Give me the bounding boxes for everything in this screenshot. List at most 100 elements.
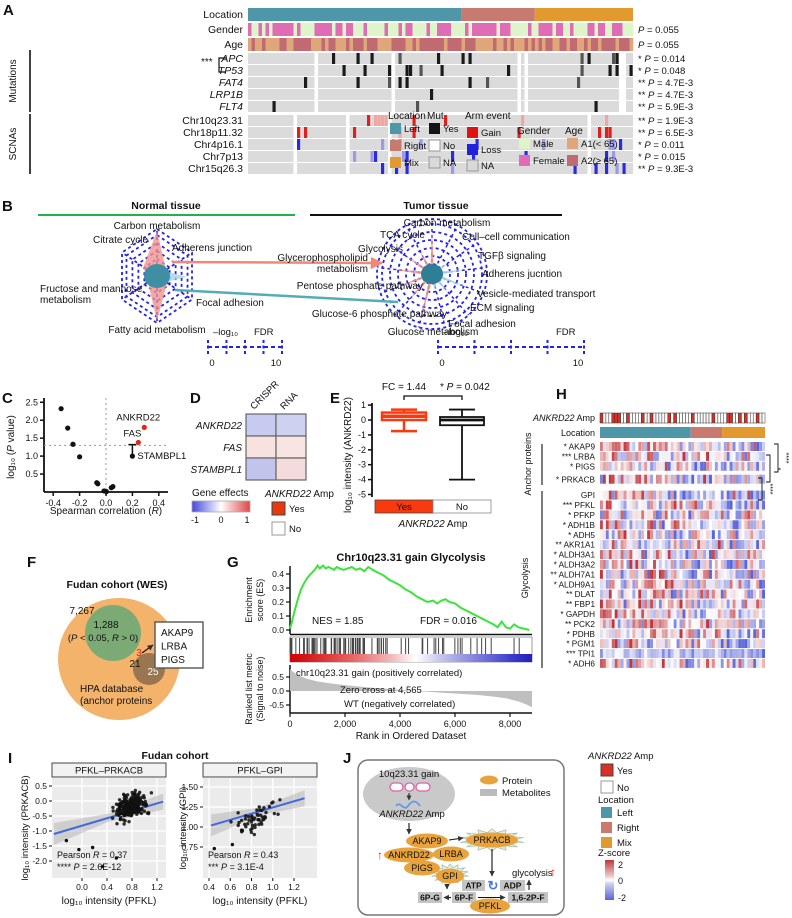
h-heatmap-cell bbox=[762, 559, 765, 569]
h-heatmap-cell bbox=[626, 629, 630, 639]
h-heatmap-cell bbox=[635, 619, 639, 629]
h-heatmap-cell bbox=[629, 569, 633, 579]
h-heatmap-cell bbox=[600, 559, 603, 569]
h-heatmap-cell bbox=[694, 550, 698, 559]
h-heatmap-cell bbox=[667, 629, 671, 639]
y-tick-label: 1.0 bbox=[25, 451, 38, 461]
i-scatter-point bbox=[100, 864, 105, 869]
i-scatter-point bbox=[126, 802, 130, 807]
h-heatmap-cell bbox=[717, 658, 721, 668]
h-heatmap-cell bbox=[706, 490, 710, 500]
gender-track-cell bbox=[500, 23, 504, 36]
h-heatmap-cell bbox=[658, 609, 662, 619]
age-track-cell bbox=[377, 38, 382, 51]
age-track-cell bbox=[402, 38, 406, 51]
h-heatmap-cell bbox=[661, 599, 665, 609]
h-heatmap-cell bbox=[632, 550, 636, 559]
h-heatmap-cell bbox=[629, 530, 633, 540]
h-heatmap-cell bbox=[626, 609, 630, 619]
h-heatmap-cell bbox=[667, 490, 671, 500]
mutation-cell bbox=[398, 53, 402, 64]
h-heatmap-cell bbox=[661, 451, 665, 461]
h-heatmap-cell bbox=[694, 599, 698, 609]
gender-track-cell bbox=[307, 23, 312, 36]
j-amp-label: ANKRD22 Amp bbox=[378, 809, 444, 820]
h-heatmap-cell bbox=[614, 619, 618, 629]
age-track-cell bbox=[591, 38, 595, 51]
h-heatmap-cell bbox=[709, 609, 712, 619]
gender-track-cell bbox=[458, 23, 462, 36]
h-heatmap-cell bbox=[738, 500, 742, 510]
i-scatter-point bbox=[115, 822, 119, 826]
h-heatmap-cell bbox=[605, 550, 609, 559]
h-heatmap-cell bbox=[655, 550, 659, 559]
protein-legend-icon bbox=[480, 775, 498, 785]
h-heatmap-cell bbox=[626, 510, 630, 520]
normal-tumor-link-salmon bbox=[171, 256, 384, 270]
h-heatmap-cell bbox=[744, 569, 748, 579]
mutation-cell bbox=[615, 65, 619, 76]
location-legend-swatch bbox=[390, 157, 401, 168]
h-heatmap-cell bbox=[611, 520, 615, 530]
h-gene-label: * ALDH3A2 bbox=[554, 561, 596, 570]
h-heatmap-cell bbox=[658, 490, 662, 500]
h-gene-label: * ALDH3A1 bbox=[554, 551, 596, 560]
h-heatmap-cell bbox=[673, 639, 677, 649]
age-track-cell bbox=[584, 38, 588, 51]
scna-cell bbox=[412, 115, 416, 126]
h-heatmap-cell bbox=[759, 569, 763, 579]
h-heatmap-cell bbox=[602, 658, 606, 668]
p-value: ** P = 4.7E-3 bbox=[638, 78, 693, 89]
h-heatmap-cell bbox=[714, 559, 718, 569]
h-heatmap-cell bbox=[685, 609, 689, 619]
h-heatmap-cell bbox=[694, 639, 698, 649]
h-heatmap-cell bbox=[632, 540, 636, 550]
h-heatmap-cell bbox=[741, 550, 745, 559]
rank-gradient-bar bbox=[290, 654, 532, 662]
age-track-cell bbox=[349, 38, 354, 51]
age-track-cell bbox=[311, 38, 315, 51]
h-heatmap-cell bbox=[676, 442, 680, 451]
h-heatmap-cell bbox=[667, 609, 671, 619]
e-y-tick: -4 bbox=[358, 475, 366, 485]
age-track-cell bbox=[622, 38, 627, 51]
h-heatmap-cell bbox=[655, 540, 659, 550]
h-heatmap-cell bbox=[635, 550, 639, 559]
age-track-cell bbox=[608, 38, 613, 51]
h-heatmap-cell bbox=[626, 474, 630, 484]
h-heatmap-cell bbox=[729, 520, 733, 530]
h-heatmap-cell bbox=[750, 619, 754, 629]
h-heatmap-cell bbox=[709, 520, 712, 530]
h-heatmap-cell bbox=[658, 559, 662, 569]
h-heatmap-cell bbox=[632, 589, 636, 599]
h-heatmap-cell bbox=[653, 649, 656, 658]
e-y-axis-label: log₁₀ intensity (ANKRD22) bbox=[343, 397, 354, 513]
amp-legend-title: ANKRD22 Amp bbox=[264, 489, 334, 500]
h-heatmap-cell bbox=[750, 474, 754, 484]
h-heatmap-cell bbox=[697, 500, 701, 510]
h-heatmap-cell bbox=[641, 520, 645, 530]
h-heatmap-cell bbox=[653, 490, 656, 500]
h-heatmap-cell bbox=[655, 599, 659, 609]
scna-cell bbox=[605, 115, 609, 126]
h-heatmap-cell bbox=[685, 629, 689, 639]
h-heatmap-cell bbox=[608, 490, 612, 500]
h-heatmap-cell bbox=[735, 609, 739, 619]
h-heatmap-cell bbox=[620, 579, 624, 589]
h-heatmap-cell bbox=[658, 540, 662, 550]
h-heatmap-cell bbox=[709, 619, 712, 629]
h-heatmap-cell bbox=[714, 540, 718, 550]
h-heatmap-cell bbox=[658, 639, 662, 649]
i-y-tick: -1.0 bbox=[32, 826, 47, 836]
i-scatter-point bbox=[137, 790, 142, 795]
h-heatmap-cell bbox=[703, 609, 707, 619]
row-label-scna: Chr10q23.31 bbox=[182, 115, 243, 127]
h-heatmap-cell bbox=[664, 629, 668, 639]
h-heatmap-cell bbox=[617, 474, 621, 484]
h-heatmap-cell bbox=[655, 510, 659, 520]
h-heatmap-cell bbox=[617, 540, 621, 550]
h-heatmap-cell bbox=[688, 490, 692, 500]
arm-event-legend-title: Arm event bbox=[465, 111, 511, 122]
gender-track-cell bbox=[510, 23, 515, 36]
